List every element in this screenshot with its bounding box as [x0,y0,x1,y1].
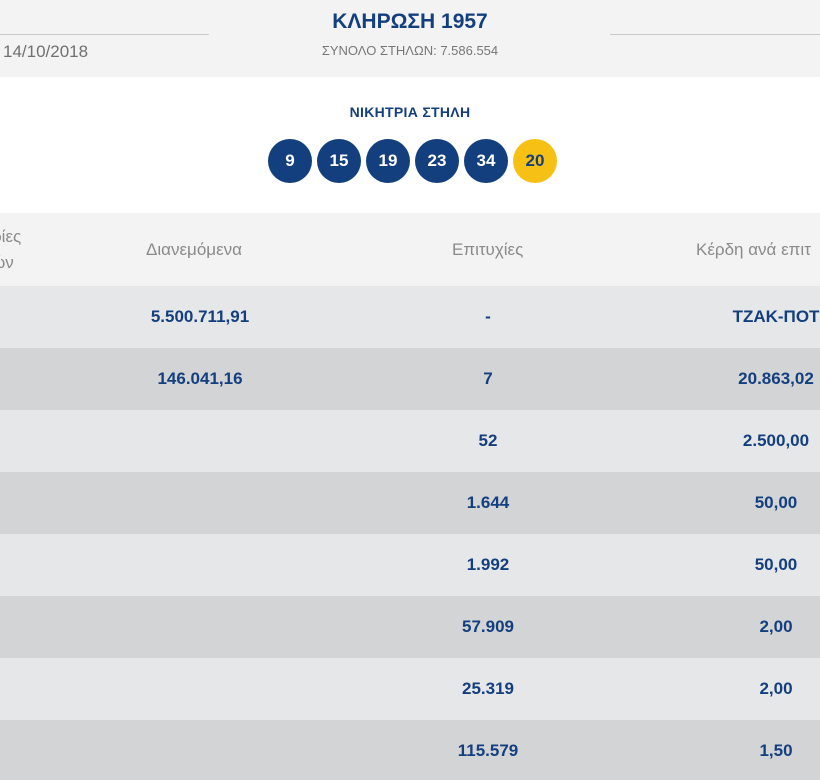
row-winners: 1.992 [466,555,510,574]
row-winners: 115.579 [457,741,519,760]
header-divider-right [610,34,820,35]
header-category-line2: ών [0,253,14,272]
header-category-line1: ρίες [0,227,22,246]
row-winners: 25.319 [462,679,514,698]
table-row: 0 5.500.711,91 - ΤΖΑΚ-ΠΟΤ [0,286,820,348]
header-divider-left [0,34,209,35]
row-winners: 1.644 [466,493,510,512]
table-row: 0 146.041,16 7 20.863,02 [0,348,820,410]
table-row: 0 57.909 2,00 [0,596,820,658]
winning-column-label: ΝΙΚΗΤΡΙΑ ΣΤΗΛΗ [349,104,471,120]
row-distributed: 5.500.711,91 [150,307,250,326]
header-distributed: Διανεμόμενα [146,240,242,259]
draw-date: 14/10/2018 [3,42,89,61]
number-ball: 19 [366,139,410,183]
draw-header: 14/10/2018 ΚΛΗΡΩΣΗ 1957 ΣΥΝΟΛΟ ΣΤΗΛΩΝ: 7… [0,0,820,77]
row-prize: 50,00 [754,493,798,512]
row-distributed: 146.041,16 [157,369,243,388]
row-winners: 57.909 [462,617,514,636]
table-row: 0 115.579 1,50 [0,720,820,780]
row-prize: 50,00 [754,555,798,574]
table-row: 0 1.644 50,00 [0,472,820,534]
winning-numbers: 9 15 19 23 34 20 [268,139,557,183]
results-table-header: ρίες ών Διανεμόμενα Επιτυχίες Κέρδη ανά … [0,213,820,286]
number-ball: 23 [415,139,459,183]
table-row: 0 25.319 2,00 [0,658,820,720]
total-columns: ΣΥΝΟΛΟ ΣΤΗΛΩΝ: 7.586.554 [321,43,499,58]
row-prize: 2.500,00 [742,431,810,450]
header-prize: Κέρδη ανά επιτ [696,240,811,259]
row-winners: - [485,307,491,326]
row-winners: 7 [483,369,493,388]
number-ball: 9 [268,139,312,183]
row-prize: ΤΖΑΚ-ΠΟΤ [732,307,820,326]
table-row: 0 1.992 50,00 [0,534,820,596]
number-ball: 15 [317,139,361,183]
draw-title: ΚΛΗΡΩΣΗ 1957 [332,10,488,33]
row-prize: 2,00 [759,617,793,636]
table-row: 0 52 2.500,00 [0,410,820,472]
bonus-ball: 20 [513,139,557,183]
row-winners: 52 [478,431,498,450]
header-winners: Επιτυχίες [452,240,524,259]
row-prize: 20.863,02 [738,369,814,388]
row-prize: 2,00 [759,679,793,698]
row-prize: 1,50 [759,741,793,760]
number-ball: 34 [464,139,508,183]
